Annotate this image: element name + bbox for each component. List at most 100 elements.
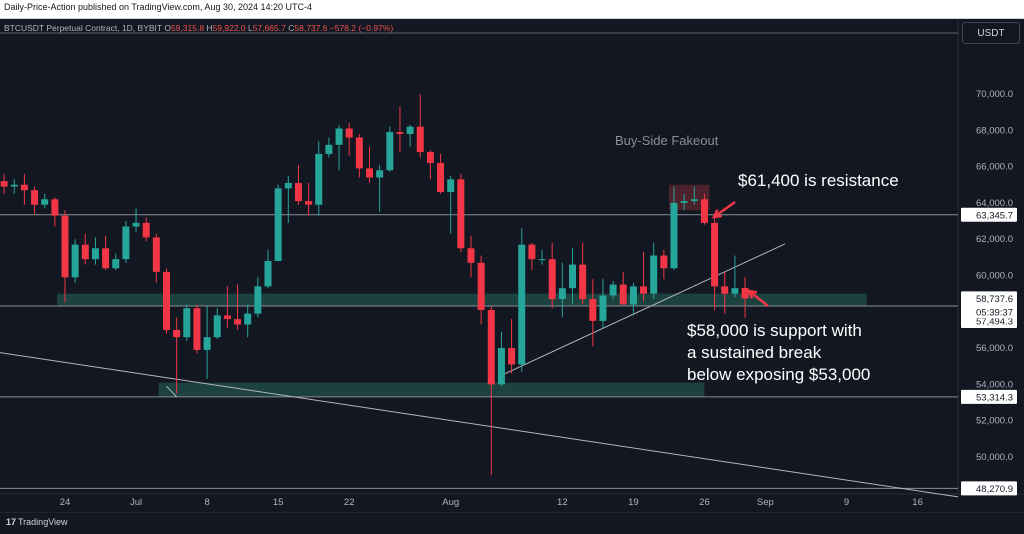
publisher-text: Daily-Price-Action published on TradingV… (4, 2, 313, 12)
y-tick-label: 50,000.0 (976, 452, 1013, 463)
price-chart[interactable]: 50,000.052,000.054,000.056,000.058,000.0… (0, 19, 1024, 512)
x-tick-label: 15 (273, 497, 284, 508)
candle-body (213, 315, 221, 338)
candle-body (51, 199, 59, 216)
candle-body (437, 162, 445, 193)
candle-body (274, 188, 282, 261)
candle-body (711, 222, 719, 287)
open-key: O (164, 23, 171, 33)
level-price-tag-bg (961, 481, 1017, 496)
candle-body (528, 244, 536, 260)
candle-body (294, 182, 302, 202)
candle-body (518, 244, 526, 365)
candle-body (467, 248, 475, 263)
candle-body (386, 132, 394, 171)
candle-body (325, 144, 333, 154)
x-tick-label: 9 (844, 497, 849, 508)
candle-body (254, 286, 262, 314)
candle-body (284, 182, 292, 189)
candle-body (426, 152, 434, 163)
candle-body (396, 132, 404, 134)
price-tag-bg (961, 291, 1017, 306)
candle-body (366, 168, 373, 178)
tradingview-mark-icon: 17 (6, 517, 17, 527)
tradingview-logo[interactable]: 17 TradingView (6, 517, 68, 527)
y-tick-label: 60,000.0 (976, 271, 1013, 282)
candle-body (81, 244, 89, 260)
rising-trendline (501, 243, 786, 376)
candle-body (0, 181, 8, 187)
candle-body (335, 128, 343, 145)
candle-body (579, 264, 587, 300)
candle-body (548, 259, 556, 300)
currency-button[interactable]: USDT (962, 22, 1020, 44)
resistance-annotation: $61,400 is resistance (738, 171, 899, 190)
y-tick-label: 64,000.0 (976, 198, 1013, 209)
candle-body (223, 315, 231, 320)
candle-body (31, 190, 39, 205)
candle-body (132, 222, 140, 227)
level-price-tag-bg (961, 389, 1017, 404)
candle-body (142, 222, 150, 238)
candle-body (629, 286, 637, 305)
candle-body (61, 215, 69, 278)
candle-body (680, 201, 688, 203)
candle-body (315, 153, 323, 205)
candle-body (660, 255, 668, 269)
candle-body (163, 271, 170, 330)
candle-body (609, 284, 617, 296)
y-tick-label: 68,000.0 (976, 125, 1013, 136)
level-price-tag: 48,270.9 (976, 484, 1013, 495)
candle-body (457, 179, 465, 249)
descending-trendline (0, 352, 959, 498)
candle-body (731, 288, 739, 294)
y-tick-label: 70,000.0 (976, 89, 1013, 100)
candle-body (558, 288, 566, 300)
countdown-label: 05:39:37 (976, 307, 1013, 318)
y-tick-label: 62,000.0 (976, 234, 1013, 245)
high-value: 59,922.0 (212, 23, 246, 33)
candle-body (122, 226, 130, 260)
fakeout-label: Buy-Side Fakeout (615, 133, 719, 148)
candle-body (508, 348, 516, 365)
level-price-tag-bg (961, 207, 1017, 222)
candle-body (487, 309, 495, 385)
chart-pane[interactable] (0, 19, 1024, 533)
x-tick-label: Sep (757, 497, 774, 508)
candle-body (112, 259, 120, 269)
footer-bar: 17 TradingView (0, 512, 1024, 534)
x-tick-label: 22 (344, 497, 355, 508)
change-value: −578.2 (−0.97%) (329, 23, 394, 33)
y-tick-label: 56,000.0 (976, 343, 1013, 354)
candle-body (234, 319, 242, 325)
candle-body (640, 286, 648, 294)
x-tick-label: Jul (130, 497, 142, 508)
price-tag: 57,494.3 (976, 316, 1013, 327)
candle-body (700, 199, 708, 223)
level-price-tag: 63,345.7 (976, 210, 1013, 221)
candle-body (721, 286, 729, 294)
candle-body (406, 126, 414, 134)
candle-body (91, 248, 99, 260)
x-tick-label: 19 (628, 497, 639, 508)
candle-body (741, 287, 749, 299)
tradingview-logo-text: TradingView (18, 517, 68, 527)
candle-body (183, 308, 191, 338)
high-key: H (206, 23, 213, 33)
candle-body (193, 308, 201, 350)
candle-body (619, 284, 627, 305)
candle-body (264, 260, 272, 287)
resistance-arrow-shaft (713, 200, 736, 219)
support-annotation-line1: $58,000 is support with (687, 321, 862, 340)
candle-body (650, 255, 658, 294)
x-tick-label: Aug (442, 497, 459, 508)
candle-body (355, 137, 363, 169)
y-tick-label: 66,000.0 (976, 162, 1013, 173)
candle-body (690, 199, 698, 202)
candle-body (203, 337, 211, 350)
support-arrow-shaft (748, 290, 769, 307)
close-key: C (288, 23, 295, 33)
level-price-tag: 53,314.3 (976, 392, 1013, 403)
candle-body (497, 348, 505, 385)
